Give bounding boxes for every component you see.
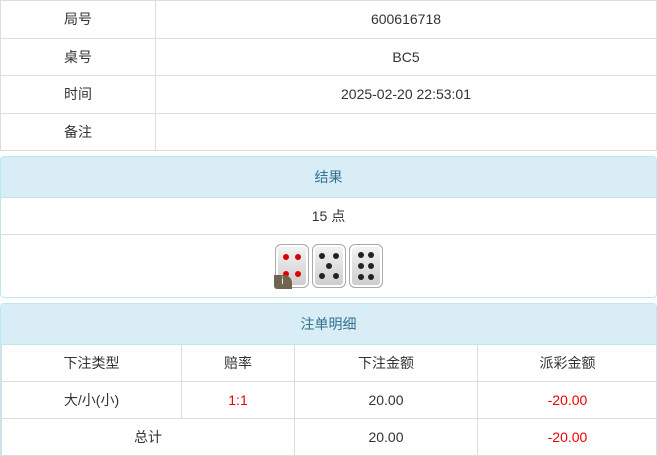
die-six-icon: [349, 244, 383, 288]
info-value: BC5: [156, 38, 657, 76]
info-label: 时间: [1, 76, 156, 114]
info-row-note: 备注: [1, 113, 657, 151]
bets-title: 注单明细: [1, 304, 656, 345]
header-odds: 赔率: [182, 345, 295, 382]
total-amount: 20.00: [295, 419, 478, 456]
header-amount: 下注金额: [295, 345, 478, 382]
die-four-icon: i: [275, 244, 309, 288]
dice-row: i: [1, 235, 656, 297]
info-label: 备注: [1, 113, 156, 151]
header-payout: 派彩金额: [478, 345, 657, 382]
bet-amount: 20.00: [295, 382, 478, 419]
info-badge[interactable]: i: [274, 275, 292, 289]
info-value: 2025-02-20 22:53:01: [156, 76, 657, 114]
info-value: 600616718: [156, 1, 657, 39]
bet-type: 大/小(小): [2, 382, 182, 419]
die-five-icon: [312, 244, 346, 288]
bets-table: 下注类型 赔率 下注金额 派彩金额 大/小(小) 1:1 20.00 -20.0…: [1, 345, 657, 456]
table-row: 大/小(小) 1:1 20.00 -20.00: [2, 382, 657, 419]
bet-payout: -20.00: [478, 382, 657, 419]
result-points: 15 点: [1, 198, 656, 235]
info-value: [156, 113, 657, 151]
info-label: 桌号: [1, 38, 156, 76]
result-title: 结果: [1, 157, 656, 198]
info-label: 局号: [1, 1, 156, 39]
result-panel: 结果 15 点 i: [0, 156, 657, 298]
bets-header-row: 下注类型 赔率 下注金额 派彩金额: [2, 345, 657, 382]
total-payout: -20.00: [478, 419, 657, 456]
total-row: 总计 20.00 -20.00: [2, 419, 657, 456]
bets-panel: 注单明细 下注类型 赔率 下注金额 派彩金额 大/小(小) 1:1 20.00 …: [0, 303, 657, 456]
bet-odds: 1:1: [182, 382, 295, 419]
header-bet-type: 下注类型: [2, 345, 182, 382]
total-label: 总计: [2, 419, 295, 456]
